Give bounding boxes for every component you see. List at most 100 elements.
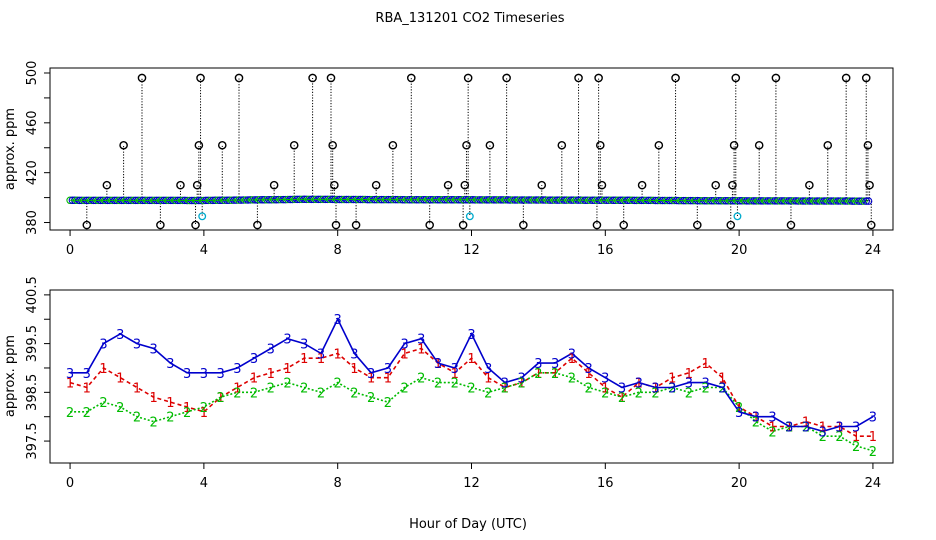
- series-3-point: 3: [150, 342, 158, 357]
- series-2-point: 2: [668, 381, 676, 396]
- panel-1-frame: [49, 67, 894, 231]
- series-2-point: 2: [835, 430, 843, 445]
- series-1-point: 1: [334, 347, 342, 362]
- series-2-point: 2: [283, 377, 291, 392]
- series-1-point: 1: [785, 420, 793, 435]
- outlier-point: [217, 140, 227, 150]
- outlier-point: [371, 180, 381, 190]
- series-2-point: 2: [434, 377, 442, 392]
- series-3-point: 3: [802, 420, 810, 435]
- outlier-point: [289, 140, 299, 150]
- series-1-point: 1: [668, 372, 676, 387]
- series-3-point: 3: [233, 362, 241, 377]
- series-2-point: 2: [267, 381, 275, 396]
- x-tick-label: 16: [597, 243, 614, 258]
- series-3-point: 3: [400, 338, 408, 353]
- series-1-point: 1: [518, 377, 526, 392]
- y-tick-label: 500: [25, 61, 40, 86]
- series-1-point: 1: [166, 396, 174, 411]
- series-3-point: 3: [735, 406, 743, 421]
- y-tick-label: 400.5: [25, 276, 40, 313]
- x-tick-label: 16: [597, 476, 614, 491]
- series-1-point: 1: [768, 420, 776, 435]
- series-3-point: 3: [635, 377, 643, 392]
- series-3-point: 3: [668, 381, 676, 396]
- series-1-point: 1: [685, 367, 693, 382]
- x-tick-label: 8: [334, 243, 342, 258]
- series-2-point: 2: [819, 430, 827, 445]
- series-3-point: 3: [651, 381, 659, 396]
- x-tick-label: 8: [334, 476, 342, 491]
- outlier-point: [330, 180, 339, 190]
- outlier-point: [191, 220, 200, 230]
- series-1-point: 1: [735, 401, 743, 416]
- series-1-point: 1: [718, 372, 726, 387]
- series-3-point: 3: [200, 367, 208, 382]
- series-3-point: 3: [350, 347, 358, 362]
- outlier-point: [865, 180, 874, 190]
- x-tick-label: 12: [463, 243, 480, 258]
- series-3-point: 3: [183, 367, 191, 382]
- series-1-point: 1: [317, 352, 325, 367]
- series-2-point: 2: [116, 401, 124, 416]
- series-1-point: 1: [400, 347, 408, 362]
- series-2-point: 2: [568, 372, 576, 387]
- series-2-point: 2: [735, 401, 743, 416]
- outlier-point: [729, 140, 739, 150]
- series-2-point: 2: [233, 386, 241, 401]
- series-2-point: 2: [785, 420, 793, 435]
- outlier-point: [119, 140, 128, 150]
- outlier-point: [726, 220, 736, 230]
- outlier-point: [406, 73, 416, 83]
- outlier-point: [805, 180, 814, 190]
- outlier-point: [637, 180, 647, 190]
- series-1-point: 1: [133, 381, 141, 396]
- outlier-point: [693, 220, 702, 230]
- series-2-point: 2: [400, 381, 408, 396]
- series-3-point: 3: [250, 352, 258, 367]
- outlier-point: [594, 73, 603, 83]
- x-tick-label: 12: [463, 476, 480, 491]
- series-1-point: 1: [267, 367, 275, 382]
- series-1-point: 1: [99, 362, 107, 377]
- series-3-point: 3: [551, 357, 559, 372]
- series-2-point: 2: [183, 406, 191, 421]
- panel-2-ylabel: approx. ppm: [3, 335, 18, 417]
- y-tick-label: 399.5: [25, 325, 40, 362]
- outlier-point: [137, 73, 147, 83]
- series-2-point: 2: [584, 381, 592, 396]
- series-2-point: 2: [484, 386, 492, 401]
- series-2-point: 2: [685, 386, 693, 401]
- series-1-point: 1: [752, 411, 760, 426]
- series-1-point: 1: [216, 391, 224, 406]
- outlier-point: [592, 220, 602, 230]
- series-1-point: 1: [835, 420, 843, 435]
- outlier-point: [711, 180, 721, 190]
- outlier-point: [328, 140, 337, 150]
- series-3-point: 3: [317, 347, 325, 362]
- series-1-point: 1: [618, 391, 626, 406]
- series-2-point: 2: [350, 386, 358, 401]
- series-3-point: 3: [133, 338, 141, 353]
- outlier-point: [82, 220, 92, 230]
- series-1-point: 1: [66, 377, 74, 392]
- series-1-point: 1: [350, 362, 358, 377]
- panel-1-marks: [66, 73, 876, 230]
- x-tick-label: 24: [865, 476, 882, 491]
- series-1-point: 1: [300, 352, 308, 367]
- series-1-point: 1: [384, 372, 392, 387]
- outlier-point: [460, 180, 470, 190]
- y-tick-label: 460: [25, 110, 40, 135]
- outlier-point: [192, 180, 202, 190]
- series-1-point: 1: [635, 377, 643, 392]
- series-1-point: 1: [601, 381, 609, 396]
- outlier-point: [176, 180, 185, 190]
- series-3-point: 3: [518, 372, 526, 387]
- series-3-point: 3: [216, 367, 224, 382]
- series-2-line: [70, 372, 874, 452]
- series-2-point: 2: [417, 372, 425, 387]
- series-1-point: 1: [534, 367, 542, 382]
- series-1-point: 1: [183, 401, 191, 416]
